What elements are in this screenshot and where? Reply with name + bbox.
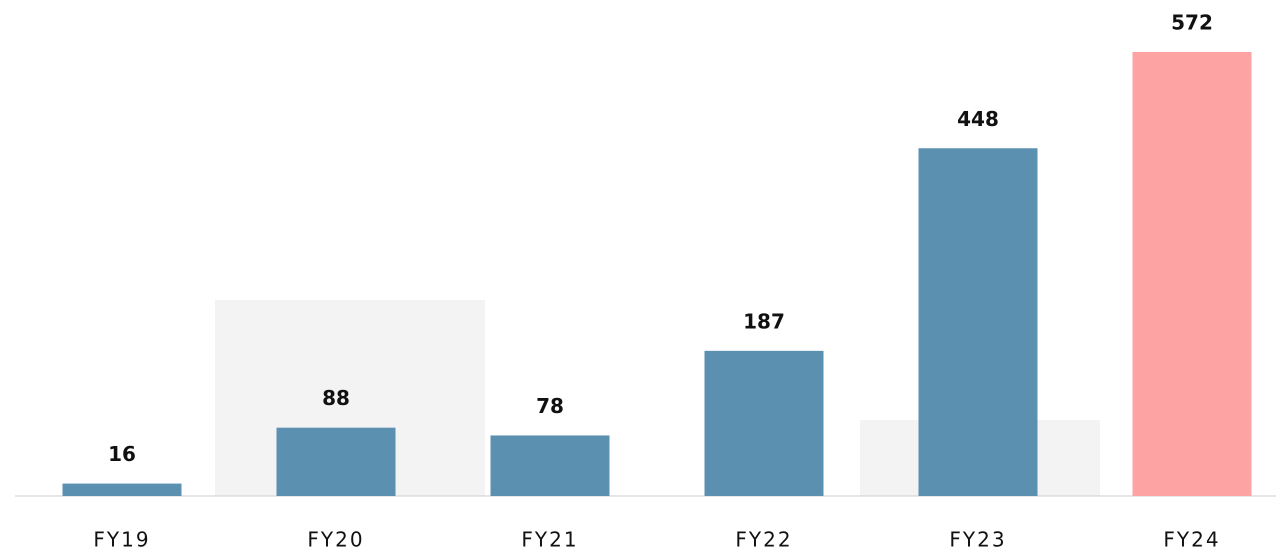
x-tick-label: FY20 bbox=[307, 528, 364, 552]
value-label: 448 bbox=[957, 107, 999, 131]
bar bbox=[63, 484, 182, 496]
value-label: 88 bbox=[322, 386, 350, 410]
x-tick-label: FY24 bbox=[1163, 528, 1220, 552]
value-label: 572 bbox=[1171, 11, 1213, 35]
bar bbox=[919, 148, 1038, 496]
x-tick-label: FY19 bbox=[93, 528, 150, 552]
x-tick-label: FY23 bbox=[949, 528, 1006, 552]
bar bbox=[705, 351, 824, 496]
value-label: 78 bbox=[536, 394, 564, 418]
value-label: 187 bbox=[743, 309, 785, 333]
bar bbox=[277, 428, 396, 496]
page: {"chart_data": {"type": "bar", "categori… bbox=[0, 0, 1276, 555]
value-label: 16 bbox=[108, 442, 136, 466]
bar bbox=[491, 435, 610, 496]
chart: 16 FY19 88 FY20 78 FY21 187 FY22 448 FY23 572 FY24 bbox=[0, 0, 1276, 555]
bar bbox=[1133, 52, 1252, 496]
x-tick-label: FY22 bbox=[735, 528, 792, 552]
x-tick-label: FY21 bbox=[521, 528, 578, 552]
